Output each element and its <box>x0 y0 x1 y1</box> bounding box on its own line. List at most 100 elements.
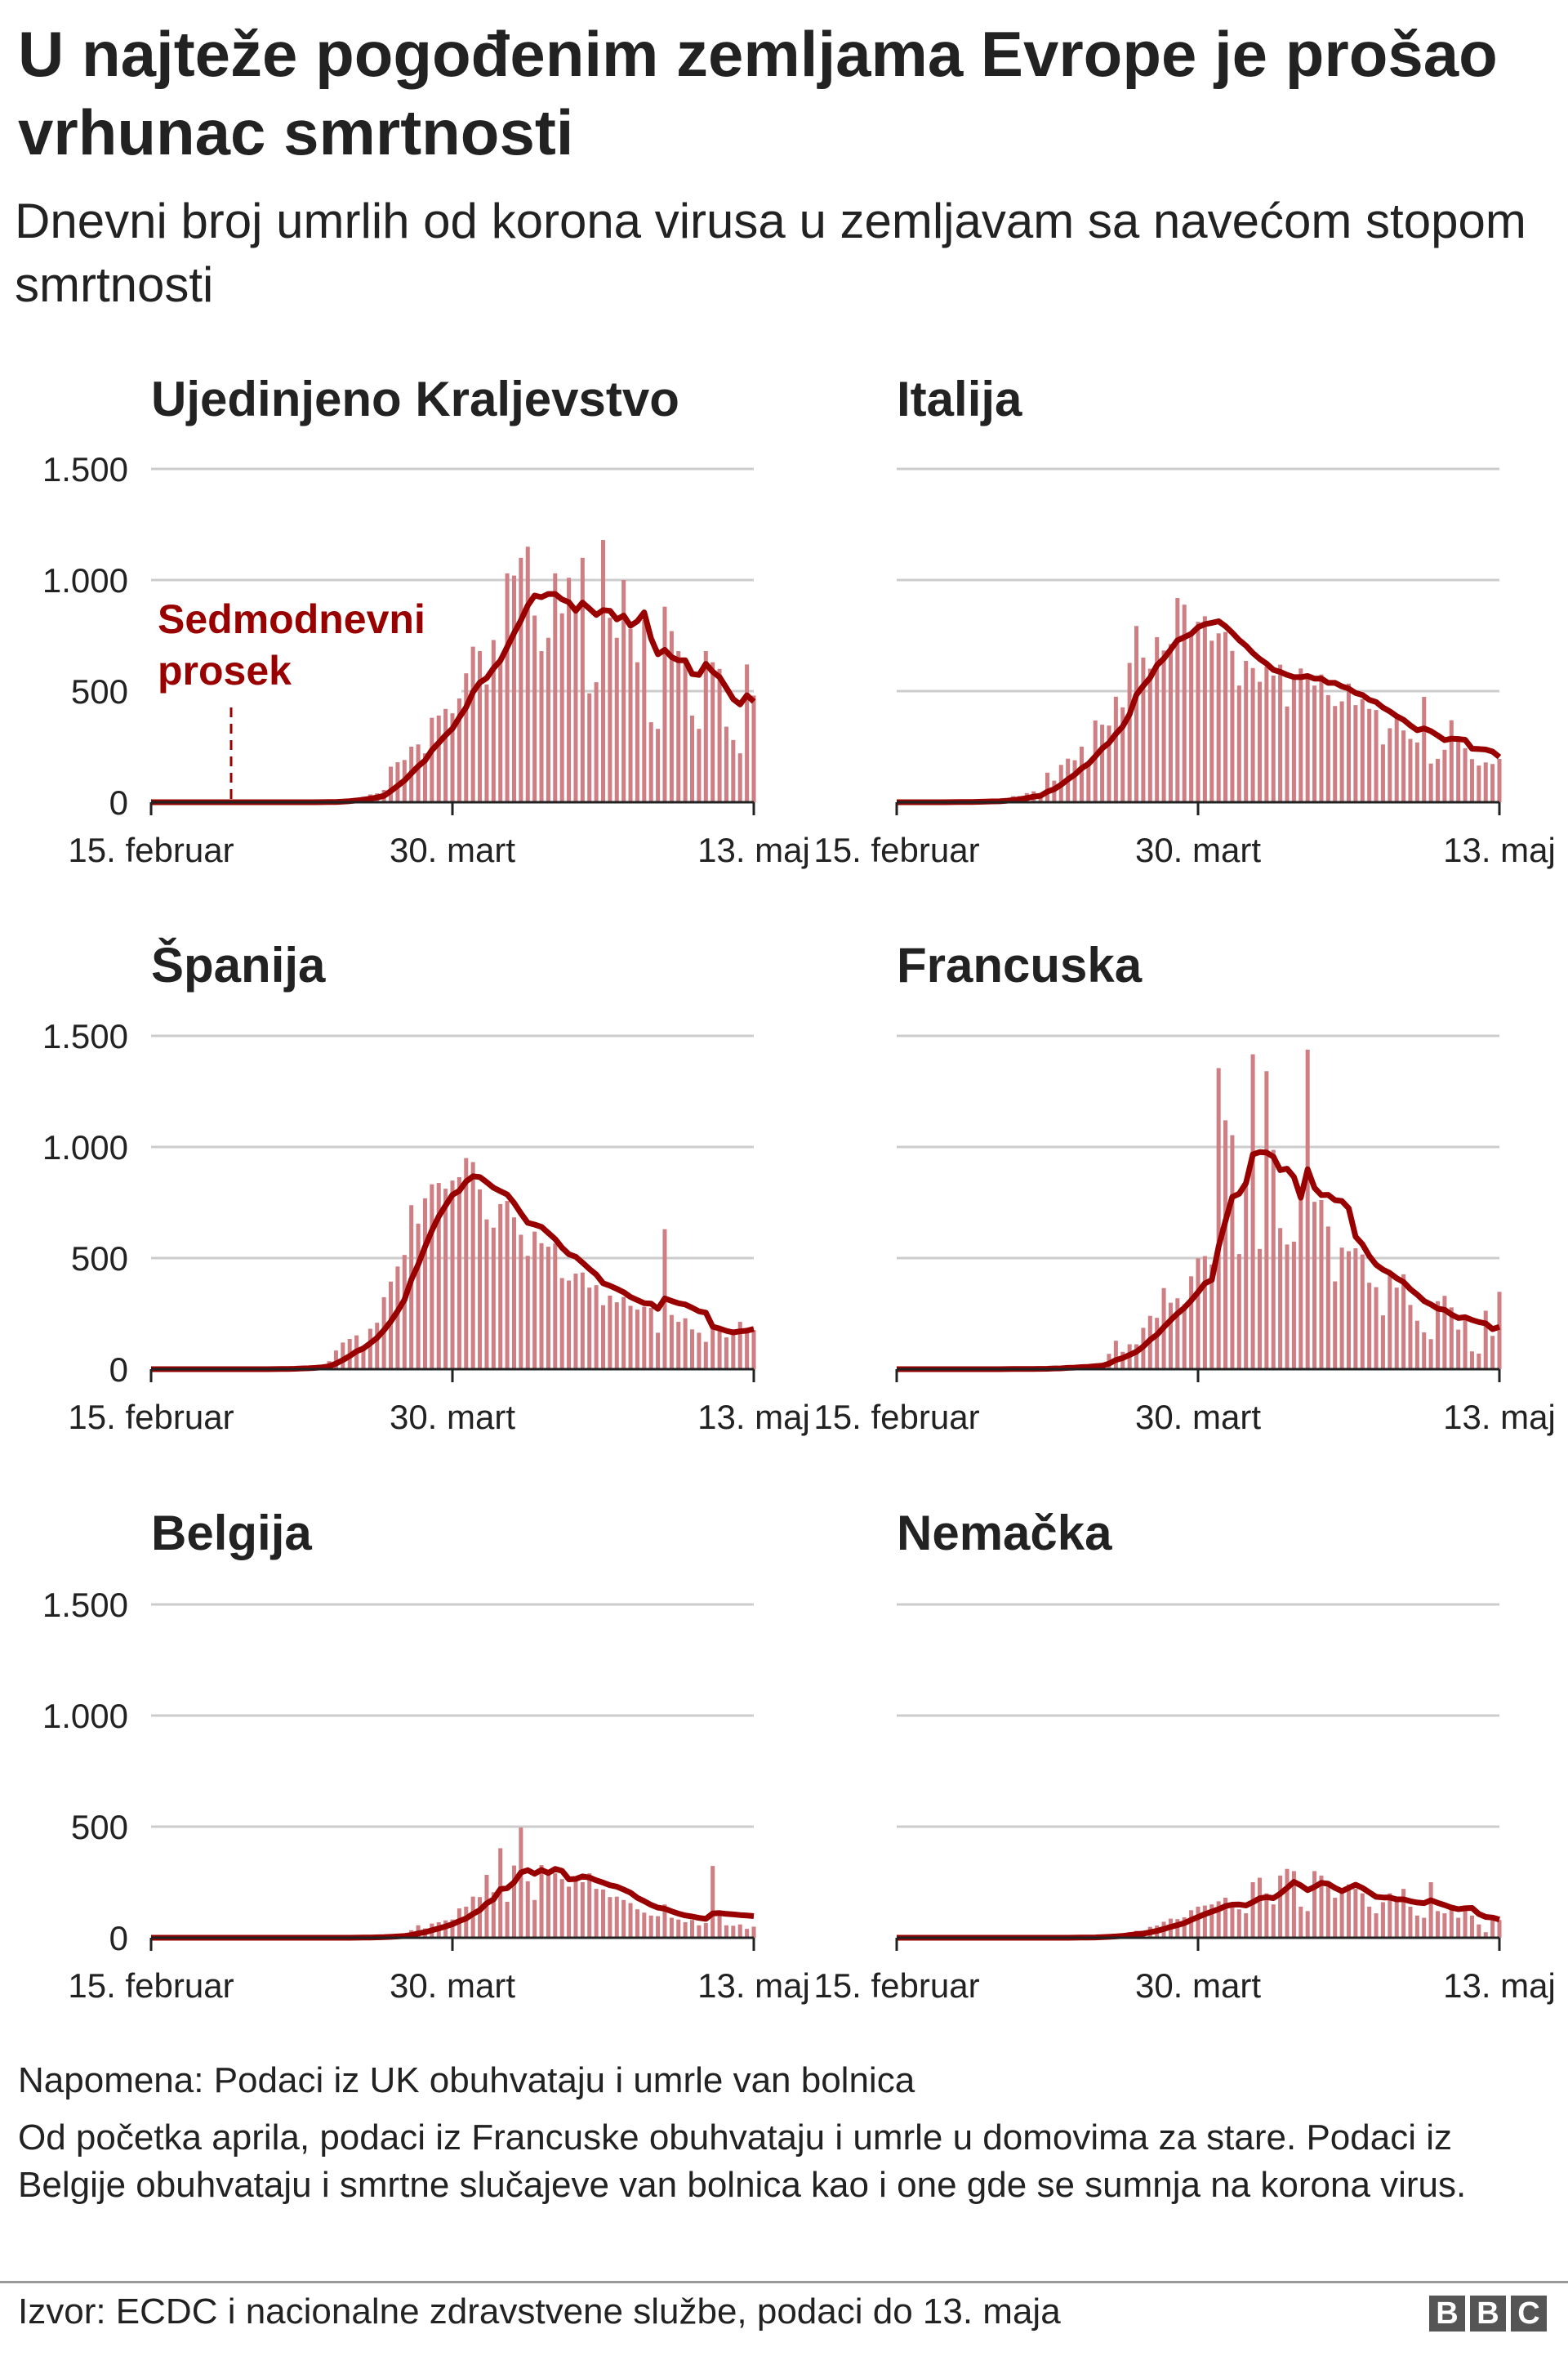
bar <box>580 557 585 802</box>
bar <box>1394 1287 1399 1369</box>
bar <box>395 1266 400 1369</box>
bar <box>745 1328 750 1369</box>
bar <box>600 540 606 802</box>
bar <box>1298 668 1303 802</box>
bar <box>1463 747 1468 802</box>
bar <box>1401 1274 1406 1369</box>
bar <box>1209 1904 1214 1938</box>
bbc-logo: B B C <box>1429 2296 1547 2332</box>
bar <box>1312 1202 1317 1369</box>
bar <box>395 762 400 802</box>
bar <box>1401 730 1406 802</box>
bar <box>1380 744 1385 802</box>
bar <box>505 1901 510 1938</box>
bar <box>443 1189 448 1369</box>
x-tick-label: 15. februar <box>813 1966 979 2005</box>
note-france-belgium: Od početka aprila, podaci iz Francuske o… <box>18 2117 1467 2205</box>
bar <box>1285 1868 1290 1938</box>
logo-letter: C <box>1511 2296 1547 2332</box>
bar <box>621 1899 626 1938</box>
bar <box>553 1243 558 1369</box>
bar <box>1367 1283 1372 1369</box>
bar <box>642 1912 647 1938</box>
bar <box>724 1925 728 1938</box>
bar <box>1155 1318 1160 1369</box>
bar <box>498 659 503 802</box>
bar <box>1367 1906 1372 1938</box>
bar <box>614 637 619 802</box>
bar <box>1113 1341 1118 1369</box>
bar <box>443 708 448 802</box>
bar <box>1196 1258 1200 1369</box>
bar <box>1490 1336 1495 1369</box>
bar <box>402 1255 407 1369</box>
bar <box>1353 705 1358 802</box>
bar <box>1196 1906 1200 1938</box>
bar <box>1428 763 1433 802</box>
bar <box>690 1920 695 1938</box>
bar <box>1236 1254 1241 1369</box>
bar <box>1291 1871 1296 1938</box>
bar <box>1436 758 1441 802</box>
bar <box>341 1342 345 1369</box>
bar <box>1100 725 1105 802</box>
bar <box>1285 1244 1290 1369</box>
bar <box>457 668 461 802</box>
bar <box>669 1917 674 1938</box>
bar <box>491 1227 496 1369</box>
bar <box>1182 605 1187 802</box>
bar <box>621 1296 626 1369</box>
bar <box>559 613 564 802</box>
bar <box>1250 1882 1255 1938</box>
bar <box>703 1923 708 1938</box>
bar <box>1236 1909 1241 1938</box>
bar <box>333 1350 338 1369</box>
bar <box>737 1924 742 1938</box>
x-tick-label: 30. mart <box>390 1966 515 2005</box>
bar <box>1319 1200 1324 1369</box>
bar <box>519 557 523 802</box>
annotation-label: Sedmodnevni <box>158 596 425 642</box>
bar <box>587 1287 592 1369</box>
bar <box>717 1915 722 1938</box>
bar <box>1257 1248 1262 1369</box>
bar <box>389 766 394 802</box>
bar <box>1449 720 1454 802</box>
bar <box>1388 1272 1392 1369</box>
bar <box>519 1827 523 1938</box>
bar <box>1388 1893 1392 1938</box>
y-tick-label: 0 <box>109 1919 128 1957</box>
bar <box>559 1278 564 1369</box>
bar <box>546 1247 550 1369</box>
bar <box>1346 1884 1352 1938</box>
bar <box>608 1897 612 1938</box>
bar <box>457 1176 461 1369</box>
bar <box>532 615 537 802</box>
bar <box>710 662 715 802</box>
bar <box>1325 1226 1330 1369</box>
bar <box>1127 663 1132 802</box>
bar <box>751 695 756 802</box>
bar <box>1120 707 1125 802</box>
bar <box>683 662 688 802</box>
x-tick-label: 30. mart <box>390 831 515 869</box>
logo-letter: B <box>1470 2296 1506 2332</box>
bar <box>1414 1915 1419 1938</box>
x-tick-label: 15. februar <box>813 1398 979 1436</box>
y-tick-label: 1.000 <box>42 1128 128 1167</box>
chart-panel: Italija 15. februar 30. mart 13. maj <box>813 372 1555 869</box>
bar <box>751 1330 756 1369</box>
x-tick-label: 30. mart <box>1135 1398 1261 1436</box>
bar <box>697 1925 702 1938</box>
bar <box>745 1929 750 1938</box>
bar <box>573 606 578 802</box>
bar <box>1463 1908 1468 1938</box>
bar <box>1422 1332 1427 1369</box>
x-tick-label: 30. mart <box>1135 1966 1261 2005</box>
bar <box>1264 1893 1269 1938</box>
annotation-background <box>151 588 461 698</box>
bar <box>614 1302 619 1369</box>
bar <box>1360 1254 1365 1369</box>
x-tick-label: 30. mart <box>390 1398 515 1436</box>
